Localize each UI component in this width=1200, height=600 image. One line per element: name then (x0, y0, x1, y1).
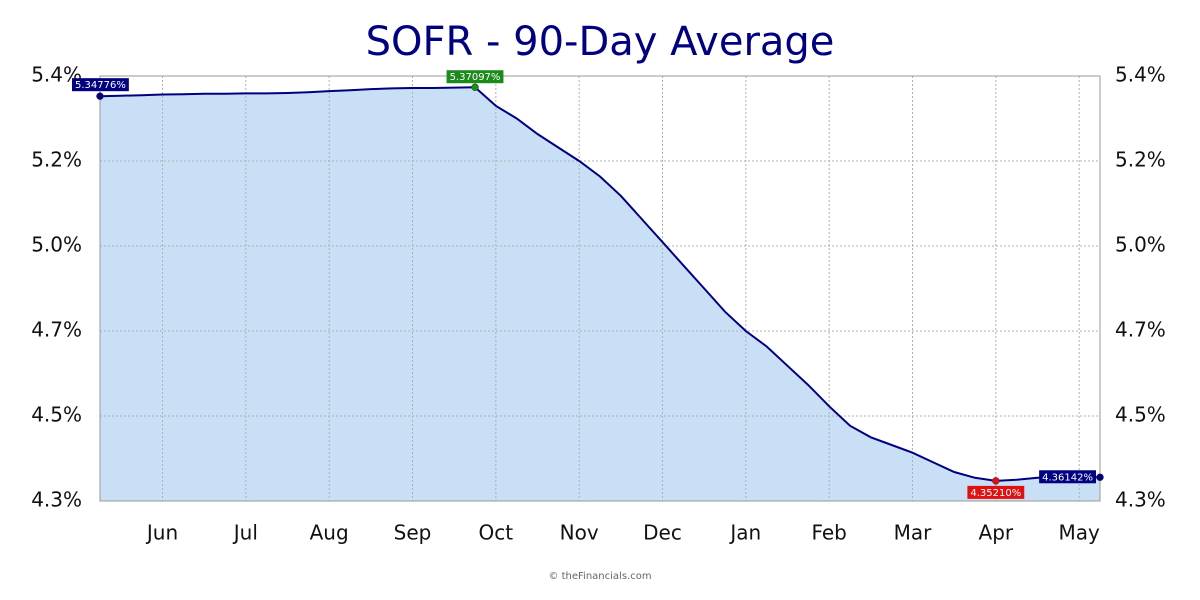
source: © theFinancials.com (548, 571, 651, 582)
y-tick-label: 4.5% (31, 403, 82, 427)
y2-tick-label: 4.3% (1115, 488, 1166, 512)
point (992, 477, 1000, 485)
y2-tick-label: 5.0% (1115, 233, 1166, 257)
data-label-group: 4.36142% (1039, 470, 1096, 484)
x-tick-label: Dec (643, 521, 682, 545)
x-tick-label: Nov (560, 521, 599, 545)
data-label: 5.37097% (450, 72, 501, 83)
x-tick-label: Feb (811, 521, 846, 545)
y2-tick-label: 4.5% (1115, 403, 1166, 427)
point (471, 83, 479, 91)
data-label: 4.35210% (970, 488, 1021, 499)
data-label: 5.34776% (75, 80, 126, 91)
x-tick-label: Jun (145, 521, 178, 545)
y-tick-label: 5.0% (31, 233, 82, 257)
x-tick-label: Jan (728, 521, 761, 545)
data-label-box (967, 485, 1025, 499)
y-tick-label: 4.3% (31, 488, 82, 512)
data-label-box (1039, 470, 1096, 484)
y2-tick-label: 5.2% (1115, 148, 1166, 172)
data-label-group: 5.37097% (446, 70, 504, 84)
y-tick-label: 5.2% (31, 148, 82, 172)
x-tick-label: Mar (894, 521, 933, 545)
area (100, 87, 1100, 501)
x-tick-label: Apr (979, 521, 1014, 545)
data-label-group: 4.35210% (967, 485, 1025, 499)
plot-frame (99, 75, 1101, 502)
point (96, 92, 104, 100)
data-label: 4.36142% (1042, 472, 1093, 483)
data-label-group: 5.34776% (72, 78, 129, 92)
data-label-box (446, 70, 504, 84)
x-tick-label: Jul (232, 521, 258, 545)
y-tick-label: 4.7% (31, 318, 82, 342)
x-tick-label: May (1058, 521, 1100, 545)
y2-tick-label: 5.4% (1115, 63, 1166, 87)
data-label-box (72, 78, 129, 92)
chart-title: SOFR - 90-Day Average (366, 19, 835, 65)
x-tick-label: Aug (310, 521, 349, 545)
point (1096, 473, 1104, 482)
x-tick-label: Oct (479, 521, 514, 545)
x-tick-label: Sep (394, 521, 432, 545)
y2-tick-label: 4.7% (1115, 318, 1166, 342)
line (99, 86, 1101, 482)
